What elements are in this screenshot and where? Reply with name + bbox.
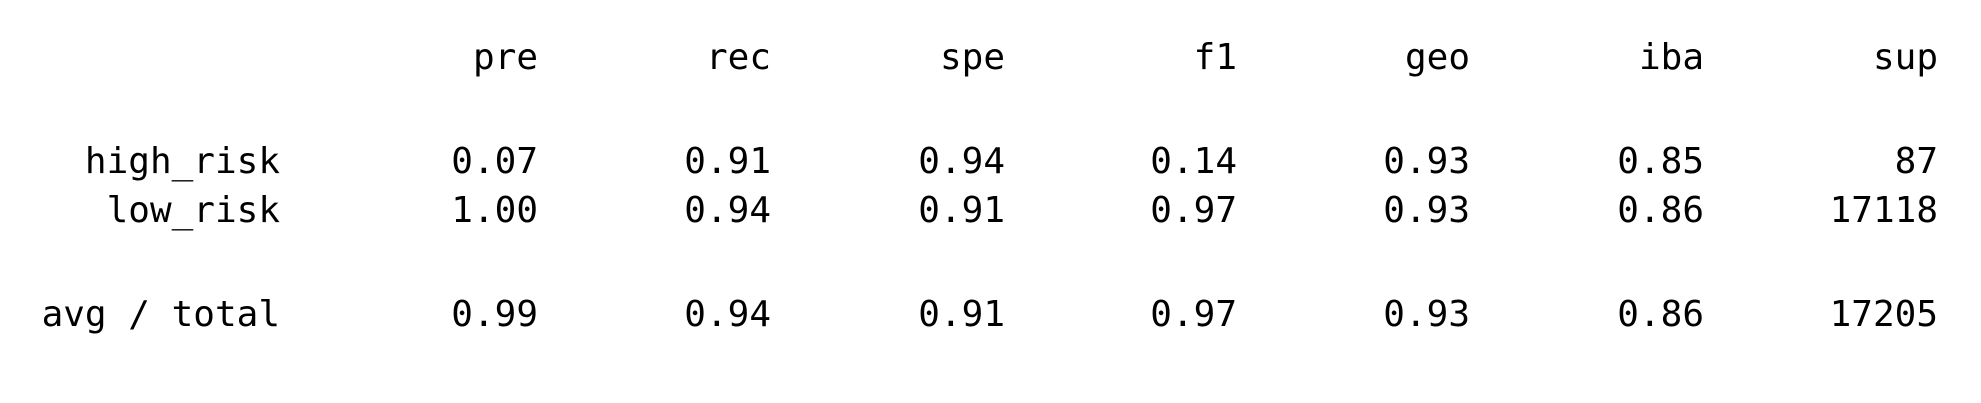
column-header-iba: iba [1638,37,1704,78]
row-label: high_risk [84,141,280,182]
cell-value: 0.94 [684,294,771,335]
cell-value: 0.94 [918,141,1005,182]
cell-value: 0.93 [1383,294,1470,335]
cell-value: 0.07 [451,141,538,182]
cell-value: 1.00 [451,190,538,231]
cell-value: 0.97 [1150,190,1237,231]
cell-value: 0.85 [1617,141,1704,182]
avg-total-row: avg / total 0.99 0.94 0.91 0.97 0.93 0.8… [0,290,1981,340]
cell-value: 0.86 [1617,294,1704,335]
row-label: avg / total [41,294,280,335]
column-header-pre: pre [472,37,538,78]
cell-value: 17118 [1829,190,1938,231]
cell-value: 0.91 [918,190,1005,231]
table-row: low_risk 1.00 0.94 0.91 0.97 0.93 0.86 1… [0,186,1981,236]
cell-value: 0.93 [1383,141,1470,182]
cell-value: 0.94 [684,190,771,231]
column-header-f1: f1 [1193,37,1237,78]
cell-value: 0.93 [1383,190,1470,231]
cell-value: 0.99 [451,294,538,335]
cell-value: 0.91 [918,294,1005,335]
column-header-rec: rec [705,37,771,78]
cell-value: 0.14 [1150,141,1237,182]
cell-value: 0.97 [1150,294,1237,335]
cell-value: 87 [1894,141,1938,182]
cell-value: 0.86 [1617,190,1704,231]
cell-value: 0.91 [684,141,771,182]
header-row: pre rec spe f1 geo iba sup [0,33,1981,83]
cell-value: 17205 [1829,294,1938,335]
row-label: low_risk [106,190,280,231]
column-header-spe: spe [939,37,1005,78]
column-header-sup: sup [1872,37,1938,78]
table-row: high_risk 0.07 0.91 0.94 0.14 0.93 0.85 … [0,137,1981,187]
column-header-geo: geo [1404,37,1470,78]
